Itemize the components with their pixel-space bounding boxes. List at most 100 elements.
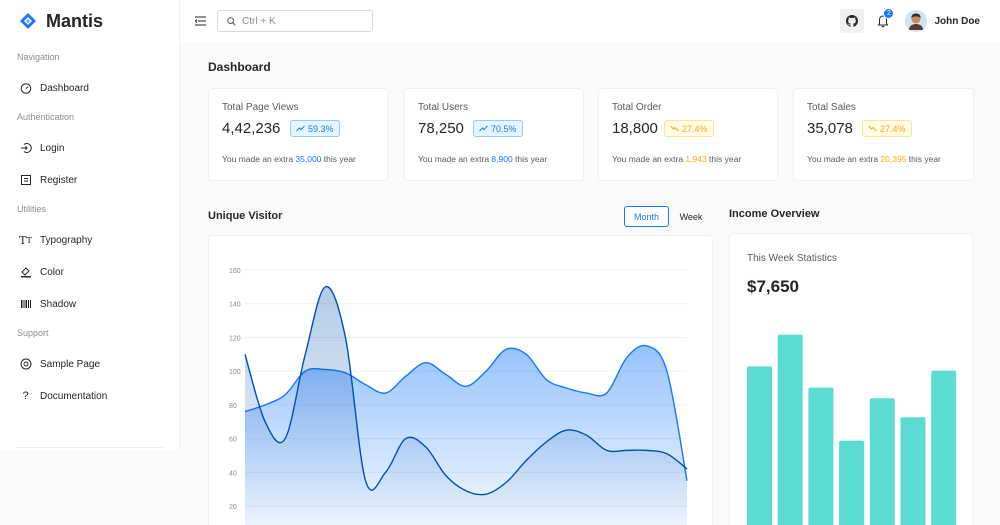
income-subtitle: This Week Statistics	[747, 253, 837, 264]
github-icon	[846, 15, 859, 27]
month-toggle-button[interactable]: Month	[624, 206, 669, 227]
stat-note-prefix: You made an extra	[807, 154, 881, 164]
stat-note: You made an extra 1,943 this year	[612, 154, 741, 164]
nav-group-support: Support	[17, 328, 49, 338]
stat-value: 18,800	[612, 120, 658, 137]
stat-card-users: Total Users 78,250 70.5% You made an ext…	[404, 88, 584, 181]
sidebar-item-dashboard[interactable]: Dashboard	[0, 72, 179, 104]
stat-label: Total Sales	[807, 102, 856, 113]
y-tick-label: 80	[229, 403, 237, 410]
stat-note-value: 20,395	[880, 154, 907, 164]
sidebar-item-shadow[interactable]: Shadow	[0, 288, 179, 320]
brand[interactable]: Mantis	[0, 0, 179, 42]
trend-down-icon	[868, 125, 877, 132]
sidebar-divider	[16, 447, 163, 448]
stat-note: You made an extra 35,000 this year	[222, 154, 356, 164]
sidebar-item-label: Typography	[40, 234, 93, 246]
stat-note-suffix: this year	[906, 154, 941, 164]
unique-visitor-title: Unique Visitor	[208, 210, 283, 222]
color-icon	[19, 266, 32, 279]
question-icon: ?	[22, 390, 29, 402]
stat-note-value: 35,000	[295, 154, 322, 164]
unique-visitor-chart-card: 20 40 60 80 100 120 140 160	[208, 235, 713, 525]
nav-group-authentication: Authentication	[17, 112, 75, 122]
brand-name: Mantis	[46, 10, 104, 31]
income-value: $7,650	[747, 277, 799, 296]
income-bar[interactable]	[931, 370, 957, 525]
stat-note: You made an extra 20,395 this year	[807, 154, 941, 164]
nav-group-utilities: Utilities	[17, 204, 47, 214]
income-bar[interactable]	[777, 334, 803, 525]
stat-value: 35,078	[807, 120, 853, 137]
income-bar[interactable]	[747, 366, 772, 525]
income-bar[interactable]	[839, 440, 865, 525]
github-button[interactable]	[840, 9, 865, 33]
avatar	[905, 10, 928, 32]
stat-label: Total Page Views	[222, 102, 299, 113]
sidebar-item-label: Color	[40, 266, 64, 278]
stat-label: Total Users	[418, 102, 469, 113]
sidebar: Mantis Navigation Dashboard Authenticati…	[0, 0, 180, 450]
stat-percent: 27.4%	[880, 123, 906, 134]
menu-toggle-icon[interactable]	[193, 14, 207, 28]
sidebar-item-label: Dashboard	[40, 82, 89, 94]
page-title: Dashboard	[208, 60, 271, 74]
income-overview-title: Income Overview	[729, 208, 820, 220]
sidebar-item-label: Login	[40, 142, 65, 154]
search-input[interactable]	[242, 15, 352, 27]
y-tick-label: 140	[229, 302, 241, 309]
stat-trend-chip: 27.4%	[862, 120, 912, 137]
stat-note-prefix: You made an extra	[222, 154, 296, 164]
sidebar-item-login[interactable]: Login	[0, 132, 179, 164]
sidebar-item-register[interactable]: Register	[0, 164, 179, 196]
login-icon	[19, 142, 32, 155]
notification-badge: 2	[883, 8, 895, 19]
sidebar-item-documentation[interactable]: ? Documentation	[0, 380, 179, 412]
sidebar-item-label: Shadow	[40, 298, 77, 310]
search-box[interactable]	[217, 10, 373, 32]
search-icon	[227, 16, 236, 26]
sidebar-item-sample-page[interactable]: Sample Page	[0, 348, 179, 380]
sidebar-item-label: Documentation	[40, 390, 108, 402]
dashboard-icon	[19, 82, 32, 95]
week-toggle-button[interactable]: Week	[679, 211, 703, 222]
stat-note-suffix: this year	[706, 154, 742, 164]
income-bar[interactable]	[869, 398, 895, 525]
stat-note-value: 8,900	[491, 154, 513, 164]
y-tick-label: 160	[229, 268, 241, 275]
series-line-2	[244, 286, 688, 496]
stat-value: 4,42,236	[222, 120, 281, 137]
sidebar-item-label: Register	[40, 174, 78, 186]
top-header: 2 John Doe	[180, 0, 1000, 42]
stat-trend-chip: 59.3%	[290, 120, 340, 137]
profile-name: John Doe	[934, 15, 980, 27]
stat-percent: 27.4%	[682, 123, 708, 134]
y-tick-label: 20	[229, 504, 237, 511]
income-bar[interactable]	[808, 387, 834, 525]
stat-note-suffix: this year	[321, 154, 356, 164]
profile-menu[interactable]: John Doe	[905, 10, 980, 32]
y-tick-label: 120	[229, 335, 241, 342]
stat-note-value: 1,943	[685, 154, 707, 164]
y-tick-label: 100	[229, 369, 241, 376]
stat-value: 78,250	[418, 120, 464, 137]
income-bar[interactable]	[900, 417, 926, 525]
stat-trend-chip: 27.4%	[664, 120, 714, 137]
income-overview-card: This Week Statistics $7,650	[729, 233, 973, 525]
stat-note-prefix: You made an extra	[418, 154, 492, 164]
sidebar-item-color[interactable]: Color	[0, 256, 179, 288]
stat-percent: 59.3%	[308, 123, 334, 134]
nav-group-navigation: Navigation	[17, 52, 60, 62]
stat-percent: 70.5%	[491, 123, 517, 134]
y-tick-label: 40	[229, 470, 237, 477]
header-actions: 2 John Doe	[840, 0, 980, 42]
notification-button[interactable]: 2	[877, 8, 895, 28]
trend-down-icon	[670, 125, 679, 132]
unique-visitor-chart: 20 40 60 80 100 120 140 160	[229, 268, 688, 525]
chrome-icon	[19, 358, 32, 371]
stat-card-sales: Total Sales 35,078 27.4% You made an ext…	[793, 88, 974, 181]
mantis-logo-icon	[20, 13, 36, 29]
shadow-icon	[19, 298, 32, 311]
